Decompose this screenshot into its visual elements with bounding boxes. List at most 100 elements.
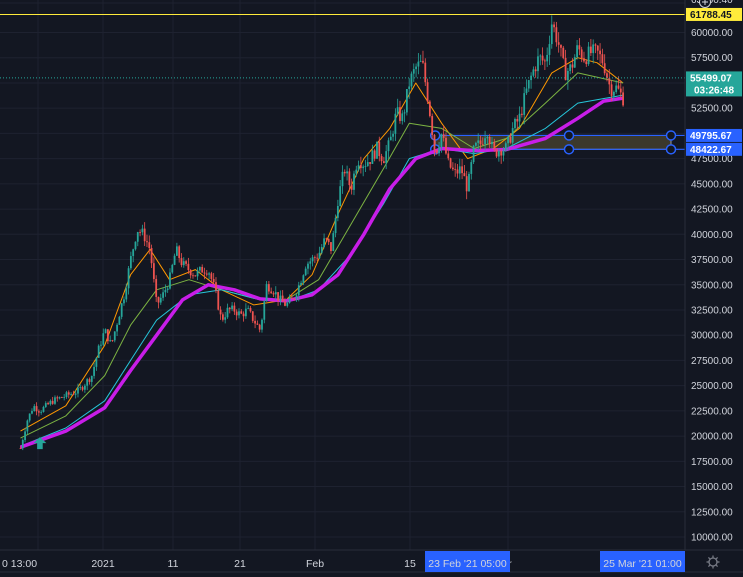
- candle-body: [468, 173, 470, 192]
- candle-body: [178, 246, 181, 259]
- candle-body: [341, 171, 344, 187]
- candle-body: [583, 58, 585, 62]
- candle-body: [238, 311, 240, 316]
- candle-body: [54, 397, 56, 404]
- range-handle[interactable]: [563, 144, 575, 155]
- candle-body: [451, 167, 454, 170]
- range-box-rect[interactable]: [434, 134, 672, 150]
- price-tick-label: 22500.00: [691, 406, 733, 417]
- candle-body: [484, 138, 486, 145]
- ui-controls[interactable]: [699, 0, 720, 569]
- candle-body: [504, 143, 507, 151]
- candle-body: [330, 242, 332, 252]
- candle-body: [408, 86, 411, 90]
- candle-body: [261, 319, 263, 330]
- candle-body: [146, 241, 148, 243]
- candle-body: [208, 273, 210, 275]
- signal-arrow: [33, 437, 47, 450]
- price-tick-label: 17500.00: [691, 457, 733, 468]
- candle-body: [164, 289, 167, 293]
- price-tick-label: 32500.00: [691, 305, 733, 316]
- gear-ring: [708, 557, 718, 567]
- range-handle[interactable]: [665, 130, 677, 141]
- candle-body: [422, 60, 424, 63]
- candle-body: [369, 162, 371, 164]
- candle-body: [196, 270, 199, 277]
- candle-body: [56, 397, 59, 399]
- candle-body: [589, 46, 592, 54]
- candle-body: [592, 44, 595, 54]
- candle-body: [26, 420, 29, 432]
- price-marker-countdown: 03:26:48: [694, 85, 734, 96]
- candle-body: [24, 431, 26, 441]
- candle-body: [28, 413, 31, 421]
- range-handle[interactable]: [563, 130, 575, 141]
- candle-body: [162, 292, 164, 298]
- candle-body: [79, 387, 82, 388]
- candle-body: [60, 397, 63, 398]
- candle-body: [155, 279, 158, 297]
- candle-body: [113, 331, 116, 341]
- candle-body: [40, 411, 43, 413]
- candle-body: [454, 169, 457, 170]
- candle-body: [449, 158, 452, 168]
- candle-body: [608, 78, 611, 85]
- candle-body: [109, 340, 112, 342]
- plus-circle-icon[interactable]: [699, 0, 711, 8]
- candle-body: [251, 311, 254, 321]
- time-tick-label: 15: [404, 558, 416, 570]
- candle-body: [564, 57, 567, 81]
- time-badge[interactable]: [425, 551, 510, 572]
- time-badge-label: 25 Mar '21 01:00: [603, 558, 682, 570]
- gear-icon[interactable]: [706, 555, 720, 569]
- candle-body: [35, 406, 38, 412]
- candle-body: [120, 303, 123, 317]
- range-handle[interactable]: [665, 144, 677, 155]
- candle-body: [569, 64, 572, 71]
- price-tick-label: 20000.00: [691, 432, 733, 443]
- candle-body: [157, 296, 160, 303]
- candle-body: [546, 54, 549, 62]
- candle-body: [606, 73, 608, 79]
- gear-tooth: [707, 556, 711, 560]
- candle-body: [497, 150, 500, 157]
- candle-body: [401, 113, 404, 121]
- candle-body: [557, 42, 560, 45]
- candle-body: [394, 113, 397, 134]
- candle-body: [435, 150, 438, 154]
- candle-body: [307, 263, 309, 269]
- candle-body: [541, 55, 544, 61]
- price-marker-badge: [686, 71, 742, 97]
- candle-body: [233, 305, 236, 312]
- candle-body: [210, 273, 213, 279]
- time-badge[interactable]: [600, 551, 685, 572]
- candle-body: [601, 54, 604, 64]
- candle-body: [366, 162, 369, 167]
- price-tick-label: 10000.00: [691, 533, 733, 544]
- price-marker-label: 48422.67: [690, 145, 732, 156]
- candle-body: [495, 149, 498, 157]
- candle-body: [127, 268, 130, 289]
- candle-body: [493, 141, 496, 150]
- price-lines: [0, 13, 685, 79]
- ma_mid-line: [20, 72, 624, 439]
- candle-body: [371, 150, 374, 164]
- price-tick-label: 57500.00: [691, 53, 733, 64]
- candle-body: [139, 232, 141, 233]
- candle-body: [313, 257, 316, 259]
- candle-body: [323, 238, 325, 247]
- candle-body: [300, 282, 302, 286]
- candle-body: [44, 403, 47, 407]
- candle-body: [376, 141, 378, 159]
- price-tick-label: 45000.00: [691, 179, 733, 190]
- price-tick-label: 30000.00: [691, 331, 733, 342]
- candle-body: [141, 228, 144, 233]
- candle-body: [88, 379, 91, 382]
- time-axis[interactable]: 2021 11 21 Feb 15 r 0 13:00 23 Feb '21 05:00 25 …: [0, 549, 743, 577]
- candle-body: [93, 366, 95, 376]
- candle-body: [33, 406, 36, 411]
- candle-body: [350, 185, 353, 190]
- price-marker-badge: [686, 128, 742, 142]
